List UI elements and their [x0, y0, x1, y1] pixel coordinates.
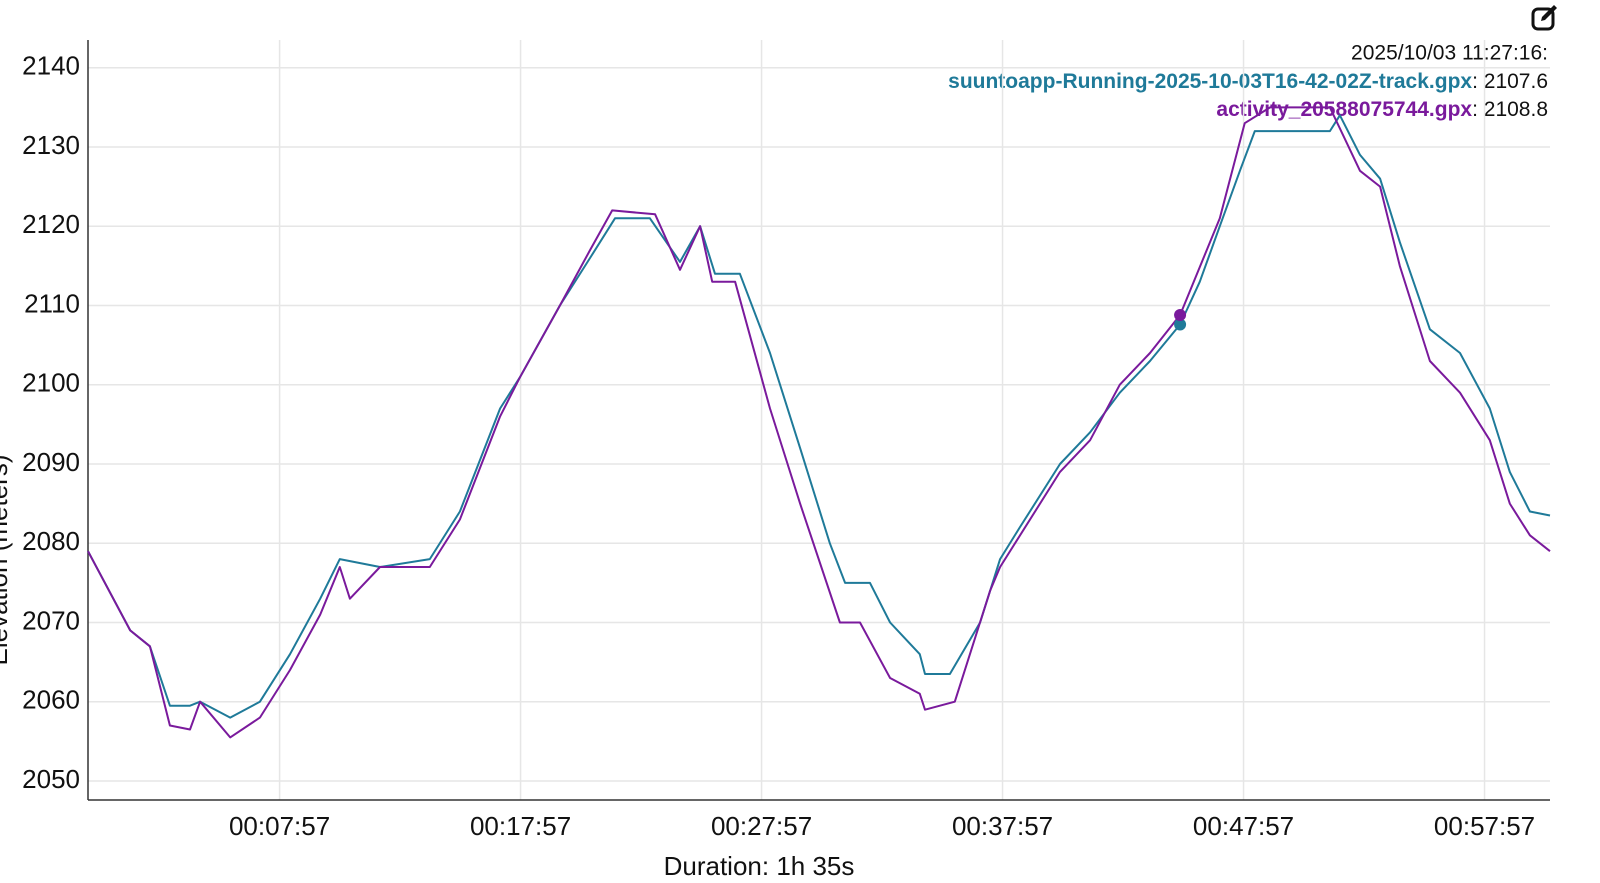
y-tick-label: 2120: [22, 209, 80, 239]
x-tick-label: 00:57:57: [1434, 811, 1535, 841]
x-tick-label: 00:47:57: [1193, 811, 1294, 841]
legend-value: 2107.6: [1484, 70, 1548, 93]
legend-separator: :: [1472, 70, 1484, 93]
legend: 2025/10/03 11:27:16: suuntoapp-Running-2…: [948, 42, 1548, 121]
y-tick-label: 2070: [22, 605, 80, 635]
legend-value: 2108.8: [1484, 98, 1548, 121]
y-tick-label: 2090: [22, 447, 80, 477]
series-line: [87, 106, 1551, 739]
legend-date: 2025/10/03 11:27:16:: [1351, 42, 1548, 65]
y-tick-label: 2060: [22, 685, 80, 715]
series-line: [87, 114, 1551, 719]
legend-name: activity_20588075744.gpx: [1216, 98, 1472, 121]
edit-icon[interactable]: [1531, 5, 1557, 31]
y-tick-label: 2140: [22, 51, 80, 81]
legend-separator: :: [1472, 98, 1484, 121]
legend-entry: suuntoapp-Running-2025-10-03T16-42-02Z-t…: [948, 70, 1548, 93]
legend-name: suuntoapp-Running-2025-10-03T16-42-02Z-t…: [948, 70, 1472, 93]
y-tick-label: 2100: [22, 368, 80, 398]
y-tick-label: 2080: [22, 526, 80, 556]
y-tick-label: 2050: [22, 764, 80, 794]
legend-entry: activity_20588075744.gpx: 2108.8: [1216, 98, 1548, 121]
y-tick-label: 2130: [22, 130, 80, 160]
x-tick-label: 00:27:57: [711, 811, 812, 841]
y-axis-label: Elevation (meters): [0, 455, 13, 666]
x-tick-label: 00:37:57: [952, 811, 1053, 841]
x-tick-label: 00:07:57: [229, 811, 330, 841]
x-axis-label: Duration: 1h 35s: [664, 851, 855, 881]
highlight-dot: [1174, 308, 1187, 321]
x-tick-label: 00:17:57: [470, 811, 571, 841]
y-tick-label: 2110: [24, 288, 80, 318]
highlight-dot: [1174, 318, 1187, 331]
